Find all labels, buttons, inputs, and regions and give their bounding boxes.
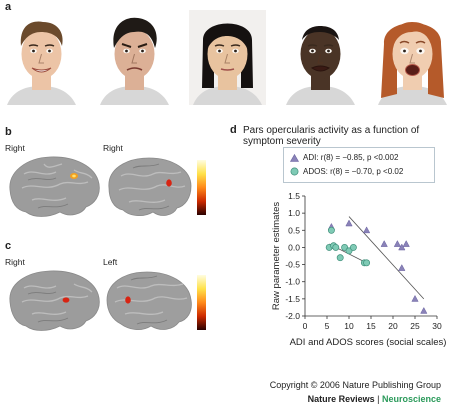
x-tick-label: 5: [325, 321, 330, 331]
panel-b-left-label: Right: [5, 143, 25, 153]
y-tick-label: -1.0: [285, 277, 300, 287]
journal-section: Neuroscience: [381, 394, 441, 404]
y-tick-label: -2.0: [285, 311, 300, 321]
brain-b-right: [108, 157, 192, 216]
ados-point: [332, 243, 340, 251]
x-axis-label: ADI and ADOS scores (social scales): [290, 337, 447, 348]
scatter-plot: 1.5 1.0 0.5 0.0 -0.5 -1.0 -1.5 -2.00 5 10 15 20 25 30…: [271, 191, 447, 348]
y-tick-label: 0.0: [288, 242, 300, 252]
adi-point: [411, 294, 419, 302]
face-photo-angry: [96, 10, 173, 105]
panel-d-letter: d: [230, 124, 237, 136]
brain-c-left: [9, 270, 100, 331]
ados-point: [363, 259, 371, 267]
face-photo-happy: [3, 10, 80, 105]
x-tick-label: 15: [366, 321, 376, 331]
activation-c-left: [62, 297, 70, 303]
panel-b-right-label: Right: [103, 143, 123, 153]
journal-name: Nature Reviews: [307, 394, 375, 404]
legend-item-adi: ADI: r(8) = −0.85, p <0.002: [290, 153, 398, 162]
adi-point: [398, 264, 406, 271]
activation-b-right: [166, 179, 172, 187]
brain-c-right: [106, 271, 192, 330]
ados-point: [349, 243, 357, 251]
ados-point: [327, 226, 335, 234]
x-tick-label: 20: [388, 321, 398, 331]
y-tick-label: 1.0: [288, 208, 300, 218]
adi-point: [402, 240, 410, 247]
panel-c-left-label: Right: [5, 257, 25, 267]
legend-item-ados: ADOS: r(8) = −0.70, p <0.02: [290, 167, 403, 176]
face-photo-fear: [374, 10, 451, 105]
x-tick-label: 25: [410, 321, 420, 331]
panel-a-letter: a: [5, 1, 12, 13]
adi-point: [398, 243, 406, 251]
journal-separator: |: [374, 394, 382, 404]
y-tick-label: -1.5: [285, 294, 300, 304]
chart-legend: ADI: r(8) = −0.85, p <0.002 ADOS: r(8) =…: [283, 147, 435, 183]
adi-point: [393, 240, 402, 247]
activation-c-right: [125, 296, 131, 304]
y-tick-label: 0.5: [288, 225, 300, 235]
journal-line: Nature Reviews | Neuroscience: [308, 394, 441, 404]
panel-c-right-label: Left: [103, 257, 118, 267]
y-tick-label: -0.5: [285, 260, 300, 270]
y-tick-label: 1.5: [288, 191, 300, 201]
face-photo-neutral: [189, 10, 266, 105]
y-axis-label: Raw parameter estimates: [271, 202, 282, 310]
brain-b-left: [9, 156, 100, 217]
colorbar-c: [197, 275, 206, 330]
legend-ados-text: ADOS: r(8) = −0.70, p <0.02: [303, 167, 404, 176]
x-tick-label: 0: [303, 321, 308, 331]
adi-point: [345, 219, 353, 227]
x-tick-label: 10: [344, 321, 354, 331]
panel-b-letter: b: [5, 126, 12, 138]
panel-c-letter: c: [5, 240, 12, 252]
triangle-marker-icon: [290, 153, 299, 162]
adi-point: [362, 226, 371, 234]
x-tick-label: 30: [432, 321, 442, 331]
circle-marker-icon: [290, 167, 299, 176]
copyright-line: Copyright © 2006 Nature Publishing Group: [269, 380, 441, 390]
colorbar-b: [197, 160, 206, 215]
face-photo-disgust: [282, 10, 359, 105]
adi-point: [380, 240, 388, 247]
adi-point: [420, 306, 428, 314]
ados-point: [336, 254, 344, 262]
adi-fit-line: [348, 216, 425, 300]
legend-adi-text: ADI: r(8) = −0.85, p <0.002: [303, 153, 399, 162]
chart-title: Pars opercularis activity as a function …: [243, 125, 420, 147]
